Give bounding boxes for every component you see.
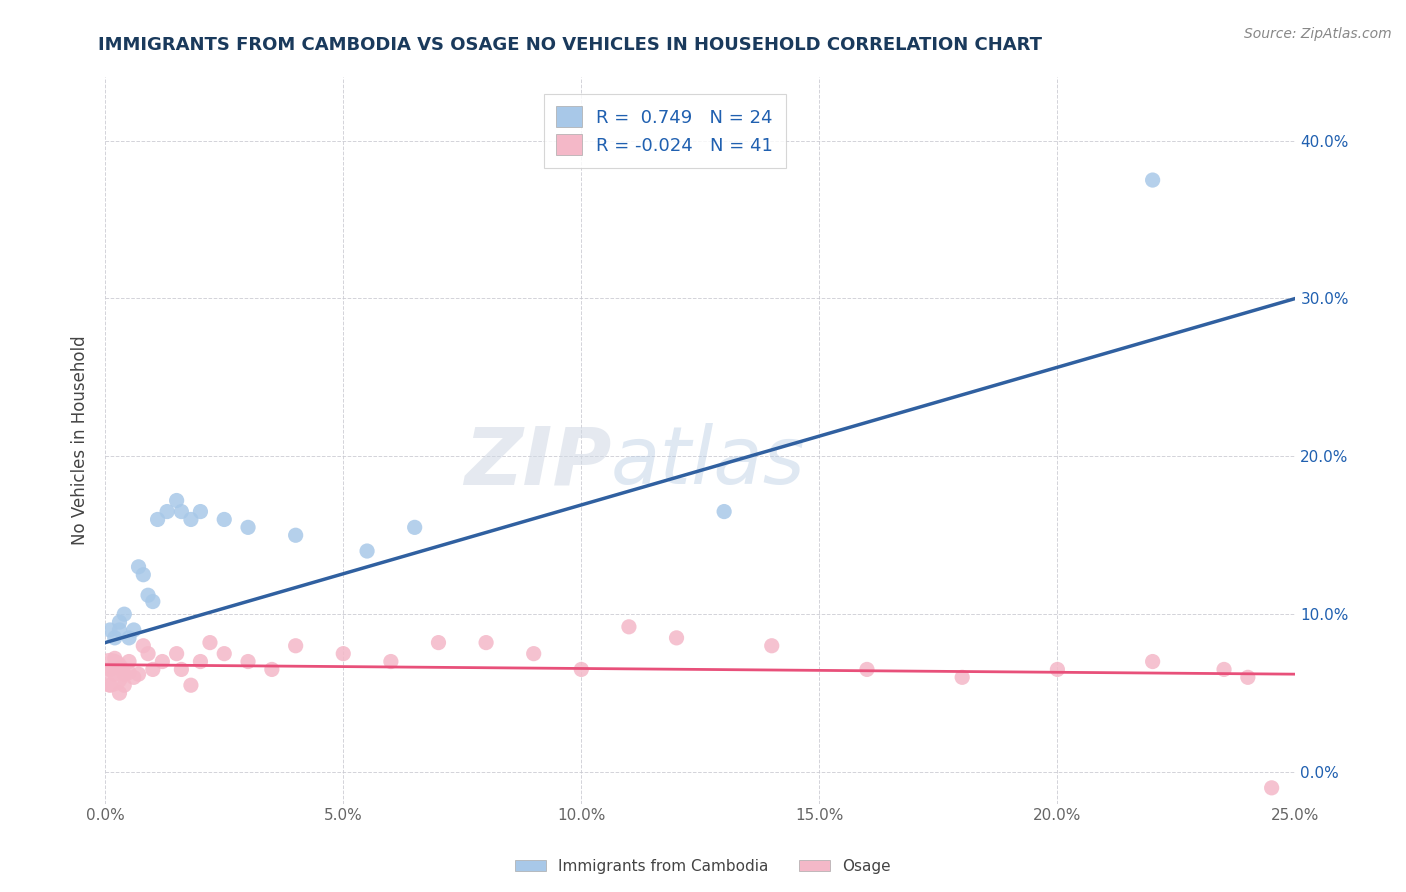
Point — [108, 615, 131, 629]
Point — [128, 667, 150, 681]
Point — [1213, 662, 1236, 676]
Point — [112, 667, 135, 681]
Point — [156, 505, 179, 519]
Point — [132, 567, 155, 582]
Point — [112, 678, 135, 692]
Point — [569, 662, 592, 676]
Point — [260, 662, 283, 676]
Point — [166, 493, 188, 508]
Point — [212, 647, 235, 661]
Point — [1260, 780, 1282, 795]
Point — [142, 594, 165, 608]
Point — [98, 678, 121, 692]
Point — [856, 662, 879, 676]
Point — [104, 667, 127, 681]
Point — [332, 647, 354, 661]
Point — [98, 623, 121, 637]
Point — [112, 607, 135, 622]
Point — [104, 651, 127, 665]
Point — [98, 662, 121, 676]
Point — [1237, 670, 1260, 684]
Y-axis label: No Vehicles in Household: No Vehicles in Household — [72, 335, 89, 545]
Point — [104, 631, 127, 645]
Point — [98, 665, 121, 680]
Point — [190, 655, 212, 669]
Point — [212, 512, 235, 526]
Point — [380, 655, 402, 669]
Point — [136, 588, 159, 602]
Point — [198, 635, 221, 649]
Point — [142, 662, 165, 676]
Point — [950, 670, 973, 684]
Point — [404, 520, 426, 534]
Legend: Immigrants from Cambodia, Osage: Immigrants from Cambodia, Osage — [509, 853, 897, 880]
Point — [236, 520, 259, 534]
Point — [1046, 662, 1069, 676]
Point — [108, 623, 131, 637]
Text: atlas: atlas — [612, 424, 806, 501]
Point — [1142, 173, 1164, 187]
Point — [108, 686, 131, 700]
Point — [190, 505, 212, 519]
Point — [284, 528, 307, 542]
Text: ZIP: ZIP — [464, 424, 612, 501]
Point — [356, 544, 378, 558]
Point — [146, 512, 169, 526]
Point — [427, 635, 450, 649]
Point — [118, 665, 141, 680]
Point — [166, 647, 188, 661]
Point — [617, 620, 640, 634]
Point — [180, 678, 202, 692]
Text: IMMIGRANTS FROM CAMBODIA VS OSAGE NO VEHICLES IN HOUSEHOLD CORRELATION CHART: IMMIGRANTS FROM CAMBODIA VS OSAGE NO VEH… — [98, 36, 1042, 54]
Point — [136, 647, 159, 661]
Point — [118, 655, 141, 669]
Point — [118, 631, 141, 645]
Point — [236, 655, 259, 669]
Text: Source: ZipAtlas.com: Source: ZipAtlas.com — [1244, 27, 1392, 41]
Point — [150, 655, 173, 669]
Point — [122, 670, 145, 684]
Point — [1142, 655, 1164, 669]
Point — [132, 639, 155, 653]
Point — [170, 505, 193, 519]
Point — [713, 505, 735, 519]
Point — [475, 635, 498, 649]
Point — [523, 647, 546, 661]
Point — [761, 639, 783, 653]
Legend: R =  0.749   N = 24, R = -0.024   N = 41: R = 0.749 N = 24, R = -0.024 N = 41 — [544, 94, 786, 168]
Point — [665, 631, 688, 645]
Point — [170, 662, 193, 676]
Point — [108, 661, 131, 675]
Point — [284, 639, 307, 653]
Point — [128, 559, 150, 574]
Point — [122, 623, 145, 637]
Point — [180, 512, 202, 526]
